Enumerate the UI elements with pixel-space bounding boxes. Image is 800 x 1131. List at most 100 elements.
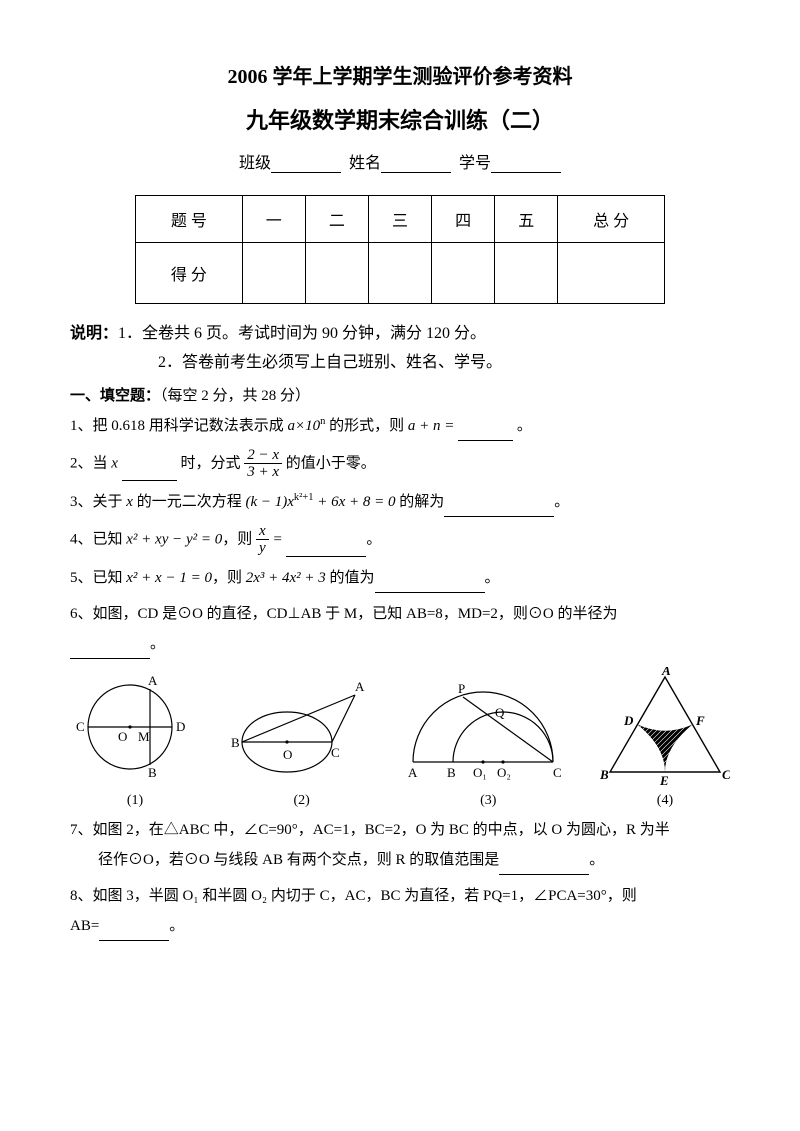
cell-score[interactable]: [558, 243, 665, 304]
question-4: 4、已知 x² + xy − y² = 0，则 xy = 。: [70, 523, 730, 557]
q2-end: 的值小于零。: [282, 455, 376, 471]
svg-text:C: C: [553, 765, 562, 780]
cell-col5: 五: [495, 196, 558, 243]
cell-header: 题 号: [136, 196, 243, 243]
q7-line2: 径作⊙O，若⊙O 与线段 AB 有两个交点，则 R 的取值范围是: [98, 852, 499, 868]
q2-var: x: [111, 455, 118, 471]
q8-end: 。: [169, 918, 184, 934]
q4-expr: x² + xy − y² = 0: [126, 531, 222, 547]
q3-rest: + 6x + 8 = 0: [313, 494, 395, 510]
svg-text:O₁: O₁: [473, 765, 487, 780]
svg-text:B: B: [148, 765, 157, 780]
q6-blank[interactable]: [70, 642, 150, 659]
q1-text2: 的形式，则: [325, 418, 408, 434]
q3-exp: k²+1: [294, 492, 314, 503]
svg-text:M: M: [138, 729, 150, 744]
q1-end: 。: [513, 418, 532, 434]
figure-4-svg: A B C D F E: [600, 667, 730, 787]
q1-math2: a + n =: [408, 418, 455, 434]
figure-2-label: (2): [227, 793, 377, 809]
q4-text: 4、已知: [70, 531, 126, 547]
q3-blank[interactable]: [444, 500, 554, 517]
id-label: 学号: [459, 155, 491, 172]
q4-text2: ，则: [222, 531, 256, 547]
q4-end: 。: [366, 531, 381, 547]
q5-blank[interactable]: [375, 576, 485, 593]
q4-fraction: xy: [256, 523, 269, 557]
table-row: 得 分: [136, 243, 665, 304]
figure-2: A B C O (2): [227, 677, 377, 809]
q7-line2-wrap: 径作⊙O，若⊙O 与线段 AB 有两个交点，则 R 的取值范围是。: [70, 852, 604, 868]
svg-text:P: P: [458, 681, 465, 696]
q8-blank[interactable]: [99, 924, 169, 941]
svg-text:A: A: [148, 673, 158, 688]
class-blank[interactable]: [271, 154, 341, 173]
cell-score[interactable]: [305, 243, 368, 304]
svg-text:A: A: [408, 765, 418, 780]
q1-math: a×10: [288, 418, 321, 434]
cell-score-label: 得 分: [136, 243, 243, 304]
cell-score[interactable]: [432, 243, 495, 304]
q1-blank[interactable]: [458, 424, 513, 441]
svg-text:D: D: [623, 713, 634, 728]
page-title-1: 2006 学年上学期学生测验评价参考资料: [70, 60, 730, 89]
q7-blank[interactable]: [499, 858, 589, 875]
q5-end: 的值为: [326, 570, 375, 586]
question-6: 6、如图，CD 是⊙O 的直径，CD⊥AB 于 M，已知 AB=8，MD=2，则…: [70, 599, 730, 659]
figures-row: A B C D O M (1) A B C O (2): [70, 667, 730, 809]
q8-line1: 8、如图 3，半圆 O₁ 和半圆 O₂ 内切于 C，AC，BC 为直径，若 PQ…: [70, 888, 637, 904]
question-7: 7、如图 2，在△ABC 中，∠C=90°，AC=1，BC=2，O 为 BC 的…: [70, 815, 730, 875]
svg-text:B: B: [600, 767, 609, 782]
figure-1-svg: A B C D O M: [70, 667, 200, 787]
svg-text:B: B: [447, 765, 456, 780]
figure-2-svg: A B C O: [227, 677, 377, 787]
cell-score[interactable]: [242, 243, 305, 304]
svg-text:C: C: [76, 719, 85, 734]
q4-blank[interactable]: [286, 540, 366, 557]
question-3: 3、关于 x 的一元二次方程 (k − 1)xk²+1 + 6x + 8 = 0…: [70, 487, 730, 517]
figure-4-label: (4): [600, 793, 730, 809]
q8-line2: AB=: [70, 918, 99, 934]
q4-num: x: [256, 523, 269, 541]
q7-line1: 7、如图 2，在△ABC 中，∠C=90°，AC=1，BC=2，O 为 BC 的…: [70, 822, 670, 838]
figure-1-label: (1): [70, 793, 200, 809]
q3-p: 。: [554, 494, 569, 510]
cell-score[interactable]: [495, 243, 558, 304]
q5-text: 5、已知: [70, 570, 126, 586]
svg-text:Q: Q: [495, 705, 505, 720]
svg-text:C: C: [722, 767, 730, 782]
q2-text: 2、当: [70, 455, 111, 471]
id-blank[interactable]: [491, 154, 561, 173]
svg-text:O₂: O₂: [497, 765, 511, 780]
q6-end: 。: [150, 636, 165, 652]
figure-4: A B C D F E (4): [600, 667, 730, 809]
name-blank[interactable]: [381, 154, 451, 173]
q3-var: x: [126, 494, 133, 510]
svg-text:C: C: [331, 745, 340, 760]
section-1-note: （每空 2 分，共 28 分）: [160, 388, 310, 404]
cell-col1: 一: [242, 196, 305, 243]
q3-end: 的解为: [396, 494, 445, 510]
cell-col3: 三: [368, 196, 431, 243]
instructions: 说明：1．全卷共 6 页。考试时间为 90 分钟，满分 120 分。 说明：2．…: [70, 320, 730, 378]
score-table: 题 号 一 二 三 四 五 总 分 得 分: [135, 195, 665, 304]
instructions-label: 说明：: [70, 325, 118, 342]
q2-blank[interactable]: [122, 464, 177, 481]
svg-text:F: F: [695, 713, 705, 728]
cell-col4: 四: [432, 196, 495, 243]
q3-text2: 的一元二次方程: [133, 494, 246, 510]
cell-score[interactable]: [368, 243, 431, 304]
q2-den: 3 + x: [244, 464, 282, 481]
svg-text:D: D: [176, 719, 185, 734]
svg-text:O: O: [283, 747, 292, 762]
figure-3: P Q A B O₁ O₂ C (3): [403, 677, 573, 809]
question-8: 8、如图 3，半圆 O₁ 和半圆 O₂ 内切于 C，AC，BC 为直径，若 PQ…: [70, 881, 730, 941]
question-1: 1、把 0.618 用科学记数法表示成 a×10n 的形式，则 a + n = …: [70, 411, 730, 441]
q2-num: 2 − x: [244, 447, 282, 465]
q5-text2: ，则: [212, 570, 246, 586]
q6-text: 6、如图，CD 是⊙O 的直径，CD⊥AB 于 M，已知 AB=8，MD=2，则…: [70, 606, 618, 622]
instruction-1: 1．全卷共 6 页。考试时间为 90 分钟，满分 120 分。: [118, 325, 486, 342]
section-1-title: 一、填空题：: [70, 388, 160, 404]
class-label: 班级: [239, 155, 271, 172]
cell-total: 总 分: [558, 196, 665, 243]
